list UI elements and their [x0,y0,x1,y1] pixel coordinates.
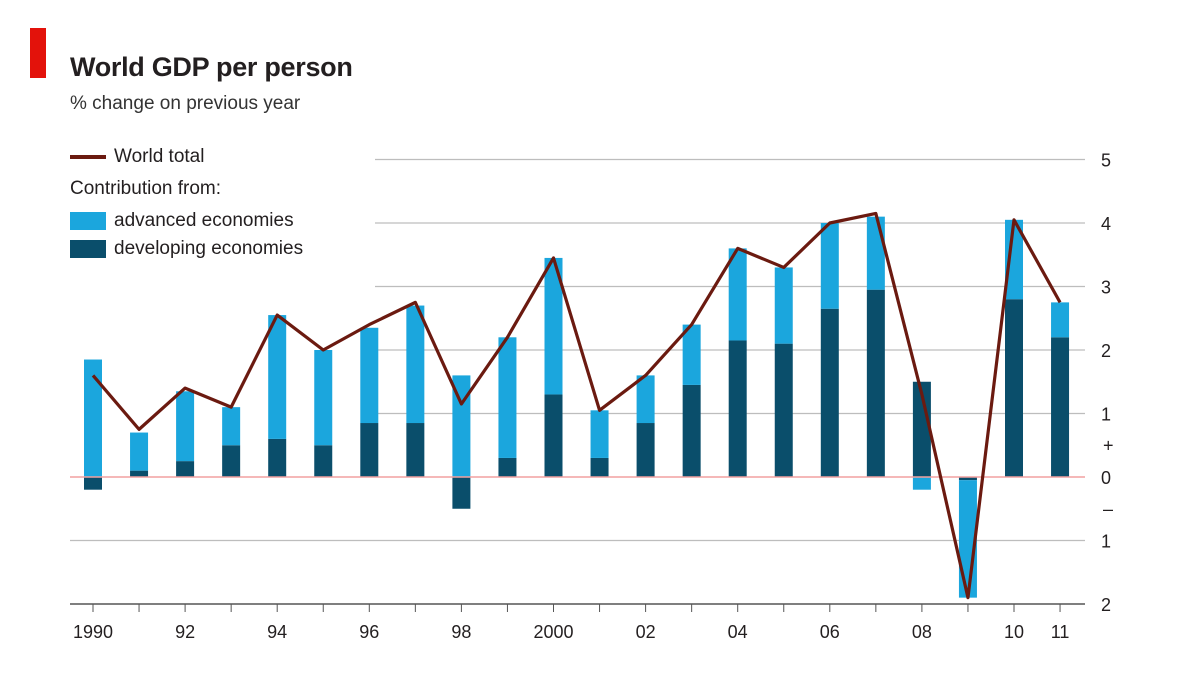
y-tick-label: 5 [1101,151,1111,171]
x-tick-label: 98 [451,622,471,642]
x-tick-label: 1990 [73,622,113,642]
world-total-line [91,211,1062,600]
bar-developing-2002 [636,423,655,477]
bar-developing-1996 [360,423,379,477]
legend-swatch-advanced [70,212,106,230]
bar-advanced-1999 [498,337,517,458]
x-tick-label: 08 [912,622,932,642]
legend-contribution-label: Contribution from: [70,178,222,199]
y-tick-label: 0 [1101,468,1111,488]
bar-developing-2010 [1005,299,1023,477]
bar-advanced-1992 [176,391,195,462]
bar-developing-1993 [222,445,241,477]
y-tick-label: 1 [1101,405,1111,425]
x-tick-label: 04 [728,622,748,642]
x-tick-label: 02 [636,622,656,642]
legend-item-developing: developing economies [70,238,303,260]
legend-line-swatch [70,155,106,159]
bar-advanced-2003 [682,324,701,385]
bar-developing-2003 [682,384,701,477]
bar-advanced-2005 [774,267,793,344]
bar-advanced-2008 [912,477,931,490]
bar-developing-2006 [820,308,839,477]
chart-subtitle: % change on previous year [70,93,301,114]
y-tick-label: 2 [1101,595,1111,615]
chart-title: World GDP per person [70,52,353,82]
x-tick-label: 2000 [533,622,573,642]
brand-accent-tag [30,28,46,78]
bar-developing-2001 [590,457,609,477]
legend-label-world-total: World total [114,146,205,167]
bar-developing-2004 [728,340,747,477]
bar-advanced-2007 [866,216,885,290]
bar-developing-2007 [866,289,885,477]
bar-advanced-1997 [406,305,425,424]
bar-developing-1998 [452,477,471,509]
x-tick-label: 10 [1004,622,1024,642]
y-tick-label: 3 [1101,278,1111,298]
x-tick-label: 92 [175,622,195,642]
bar-advanced-2000 [544,257,563,395]
bar-advanced-2002 [636,375,655,424]
bar-advanced-2001 [590,410,609,458]
bar-advanced-1990 [84,359,102,477]
x-tick-label: 06 [820,622,840,642]
legend-item-advanced: advanced economies [70,210,294,232]
x-tick-label: 11 [1051,622,1070,642]
bar-developing-1991 [130,470,149,477]
legend-label-developing: developing economies [114,238,304,259]
legend-label-advanced: advanced economies [114,210,294,231]
bar-developing-1997 [406,423,425,477]
bar-developing-2009 [958,477,977,481]
bar-advanced-2011 [1051,302,1070,338]
bar-advanced-1991 [130,432,149,471]
bar-developing-2000 [544,394,563,477]
bar-advanced-1998 [452,375,471,477]
y-tick-label: 4 [1101,214,1111,234]
y-minus-marker: – [1103,499,1113,519]
bar-developing-2011 [1051,337,1070,477]
y-tick-label: 2 [1101,341,1111,361]
bar-developing-2008 [912,381,931,477]
bar-developing-1995 [314,445,333,477]
bar-advanced-2004 [728,248,747,341]
bar-advanced-1995 [314,350,333,446]
bar-advanced-1993 [222,407,241,446]
x-tick-label: 96 [359,622,379,642]
y-plus-marker: + [1103,435,1114,455]
bar-developing-1990 [84,477,102,490]
bar-developing-1994 [268,438,287,477]
bar-advanced-1996 [360,327,379,424]
bar-advanced-2006 [820,223,839,309]
bar-developing-1992 [176,461,195,477]
bar-advanced-2010 [1005,219,1023,300]
legend-swatch-developing [70,240,106,258]
bar-developing-1999 [498,457,517,477]
y-tick-label: 1 [1101,532,1111,552]
legend-item-world-total: World total [70,146,204,168]
bar-developing-2005 [774,343,793,477]
bar-advanced-1994 [268,315,287,439]
x-tick-label: 94 [267,622,287,642]
